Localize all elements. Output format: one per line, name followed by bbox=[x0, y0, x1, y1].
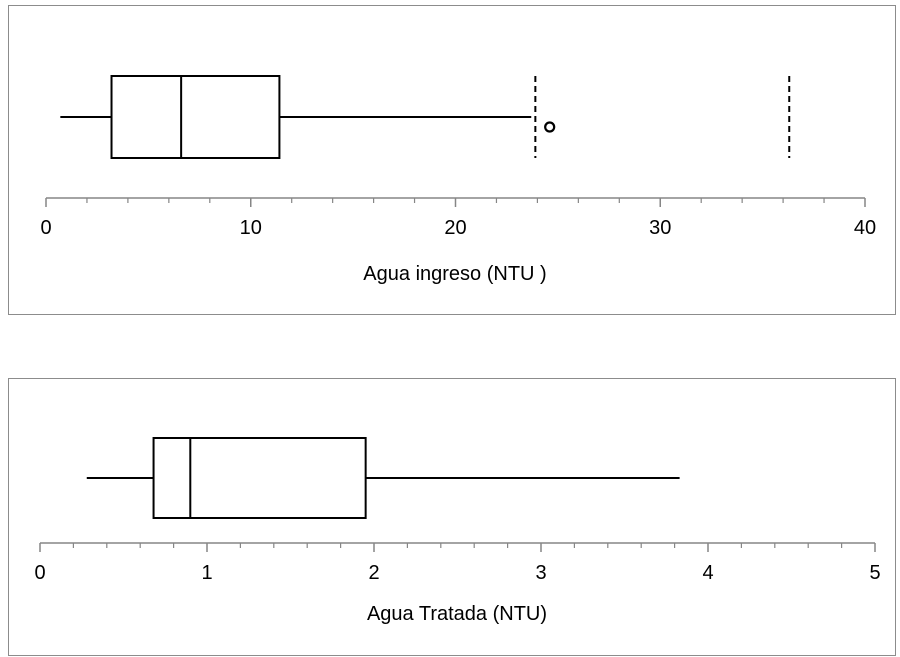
tick-label: 5 bbox=[869, 562, 880, 584]
tick-label: 0 bbox=[34, 562, 45, 584]
outlier-point-0 bbox=[544, 121, 556, 133]
tick-label: 20 bbox=[444, 217, 466, 239]
tick-label: 3 bbox=[535, 562, 546, 584]
box-iqr bbox=[152, 437, 367, 519]
x-axis-title: Agua Tratada (NTU) bbox=[367, 603, 547, 625]
box-iqr bbox=[110, 75, 281, 159]
tick-label: 4 bbox=[702, 562, 713, 584]
boxplot-agua-tratada: 0 1 2 3 4 5 Agua Tratada (NTU) bbox=[34, 437, 881, 625]
tick-label: 40 bbox=[854, 217, 876, 239]
boxplot-agua-ingreso: 0 10 20 30 40 Agua ingreso (NTU ) bbox=[40, 75, 876, 285]
chart-panel-agua-ingreso: 0 10 20 30 40 Agua ingreso (NTU ) bbox=[8, 5, 896, 315]
tick-label: 30 bbox=[649, 217, 671, 239]
x-axis-title: Agua ingreso (NTU ) bbox=[363, 263, 546, 285]
tick-label: 10 bbox=[240, 217, 262, 239]
tick-label: 1 bbox=[201, 562, 212, 584]
tick-label: 0 bbox=[40, 217, 51, 239]
chart-panel-agua-tratada: 0 1 2 3 4 5 Agua Tratada (NTU) bbox=[8, 378, 896, 656]
tick-label: 2 bbox=[368, 562, 379, 584]
